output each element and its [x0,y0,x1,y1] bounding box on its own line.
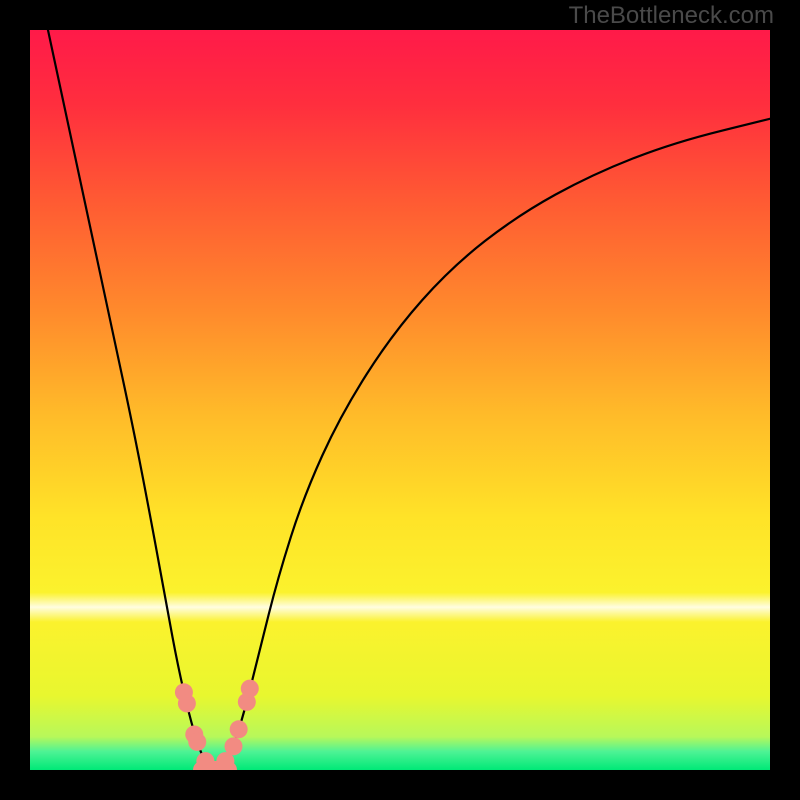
data-marker [241,680,259,698]
plot-background-gradient [30,30,770,770]
watermark-text: TheBottleneck.com [569,2,774,30]
chart-root: TheBottleneck.com [0,0,800,800]
data-marker [188,733,206,751]
chart-svg [0,0,800,800]
data-marker [178,694,196,712]
data-marker [230,720,248,738]
data-marker [225,737,243,755]
